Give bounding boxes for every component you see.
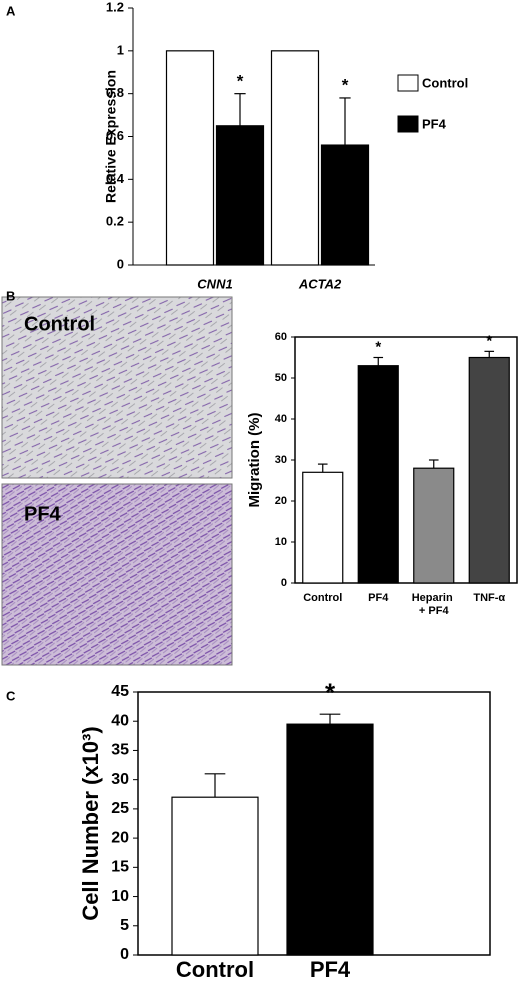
bar xyxy=(286,723,374,956)
error-bar xyxy=(373,356,384,366)
y-axis-label: Migration (%) xyxy=(246,413,263,508)
legend-label: PF4 xyxy=(422,116,447,131)
error-bar xyxy=(339,97,351,146)
x-tick-label: TNF-α xyxy=(473,592,505,604)
legend-label: Control xyxy=(422,75,468,90)
error-bar xyxy=(204,773,226,798)
y-tick-label: 0 xyxy=(281,577,287,589)
y-tick-label: 1.2 xyxy=(106,0,124,14)
error-bar xyxy=(484,350,495,358)
y-tick-label: 10 xyxy=(275,536,287,548)
significance-marker: * xyxy=(342,76,349,95)
bar xyxy=(357,365,399,584)
legend-swatch xyxy=(397,115,419,133)
y-tick-label: 0 xyxy=(120,946,129,963)
legend-swatch xyxy=(397,74,419,92)
y-tick-label: 35 xyxy=(111,742,129,759)
y-tick-label: 20 xyxy=(111,829,129,846)
error-bar xyxy=(317,463,328,473)
y-tick-label: 0 xyxy=(117,256,124,271)
error-bar xyxy=(319,713,341,725)
y-tick-label: 45 xyxy=(111,683,129,700)
y-tick-label: 10 xyxy=(111,888,129,905)
bar xyxy=(165,50,215,266)
panel-label: C xyxy=(6,688,16,703)
panel-label: B xyxy=(6,288,15,303)
significance-marker: * xyxy=(325,677,336,707)
y-tick-label: 25 xyxy=(111,800,129,817)
error-bar xyxy=(428,459,439,469)
bar xyxy=(413,467,455,584)
y-tick-label: 0.2 xyxy=(106,214,124,229)
y-tick-label: 40 xyxy=(111,712,129,729)
y-tick-label: 1 xyxy=(117,42,124,57)
significance-marker: * xyxy=(237,71,244,90)
y-tick-label: 30 xyxy=(111,771,129,788)
micrograph xyxy=(1,483,233,666)
x-tick-label: CNN1 xyxy=(197,276,232,291)
significance-marker: * xyxy=(375,339,381,356)
micrograph-label: Control xyxy=(24,313,95,335)
panel-label: A xyxy=(6,3,16,18)
y-tick-label: 30 xyxy=(275,454,287,466)
error-bar xyxy=(234,93,246,126)
x-tick-label: PF4 xyxy=(310,957,351,982)
y-axis-label: Cell Number (x10³) xyxy=(78,726,103,920)
y-tick-label: 0.8 xyxy=(106,85,124,100)
x-tick-label: PF4 xyxy=(368,592,389,604)
bar xyxy=(270,50,320,266)
bar xyxy=(320,144,370,266)
x-tick-label: Control xyxy=(303,592,342,604)
bar xyxy=(215,125,265,266)
bar xyxy=(302,471,344,584)
y-tick-label: 0.6 xyxy=(106,128,124,143)
significance-marker: * xyxy=(486,332,492,349)
x-tick-label: Heparin + PF4 xyxy=(412,592,456,617)
y-tick-label: 50 xyxy=(275,372,287,384)
x-tick-label: ACTA2 xyxy=(298,276,342,291)
bar xyxy=(468,356,510,584)
y-tick-label: 0.4 xyxy=(106,171,125,186)
x-tick-label: Control xyxy=(176,957,254,982)
micrograph-label: PF4 xyxy=(24,503,62,525)
y-tick-label: 60 xyxy=(275,331,287,343)
micrograph xyxy=(1,296,233,479)
bar xyxy=(171,796,259,956)
y-tick-label: 40 xyxy=(275,413,287,425)
y-tick-label: 15 xyxy=(111,859,129,876)
y-tick-label: 20 xyxy=(275,495,287,507)
y-axis-label: Relative Expression xyxy=(103,70,119,203)
y-tick-label: 5 xyxy=(120,917,129,934)
